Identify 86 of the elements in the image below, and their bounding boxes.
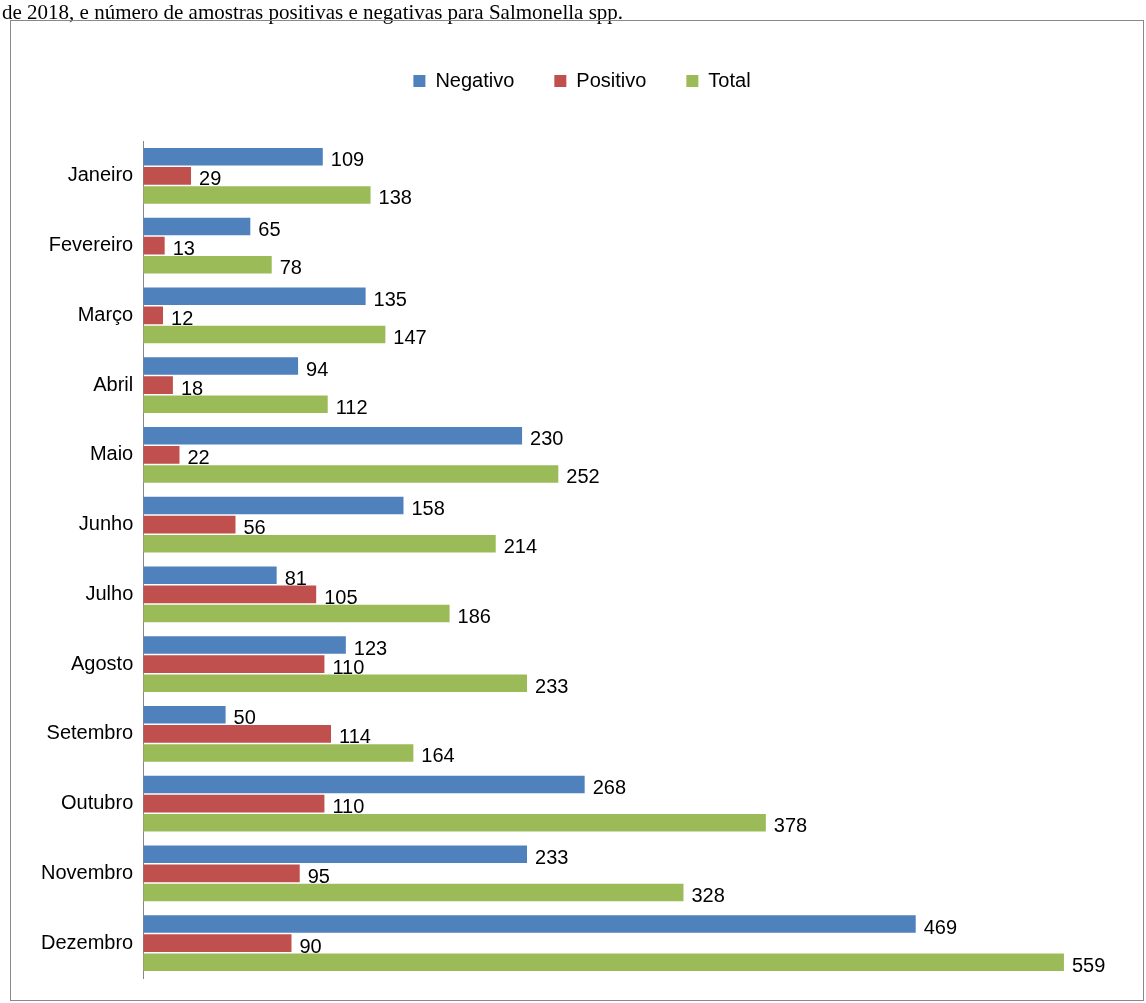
bar [143, 604, 450, 623]
bar [143, 287, 366, 306]
legend-label: Positivo [576, 68, 647, 91]
data-label: 112 [335, 395, 368, 418]
data-label: 50 [233, 706, 256, 729]
bar [143, 775, 585, 794]
bar [143, 655, 325, 673]
data-label: 114 [339, 725, 371, 748]
data-label: 90 [299, 934, 322, 957]
y-tick-label: Setembro [46, 721, 134, 744]
data-label: 214 [503, 535, 538, 558]
bar [143, 744, 414, 762]
y-tick-label: Dezembro [40, 930, 134, 953]
data-label: 95 [307, 864, 330, 887]
bar [143, 357, 299, 375]
data-label: 378 [773, 814, 808, 837]
y-tick-label: Fevereiro [48, 233, 134, 256]
data-label: 186 [457, 604, 491, 627]
bar [143, 725, 332, 743]
bar [143, 148, 323, 166]
data-label: 12 [171, 306, 194, 329]
bar [143, 236, 165, 255]
bar [143, 376, 173, 394]
bar [143, 446, 180, 464]
bar [143, 813, 766, 832]
bar [143, 217, 251, 236]
data-label: 559 [1071, 953, 1106, 976]
bar [143, 427, 523, 445]
bar [143, 566, 277, 585]
bar [143, 953, 1064, 971]
data-label: 78 [279, 256, 302, 279]
data-label: 94 [306, 357, 329, 380]
data-label: 252 [566, 465, 600, 488]
data-label: 56 [243, 516, 266, 539]
bar [143, 306, 164, 325]
data-label: 65 [258, 218, 281, 241]
bar [143, 496, 404, 515]
data-label: 18 [180, 376, 204, 399]
data-label: 147 [393, 325, 427, 348]
data-label: 138 [378, 186, 412, 209]
legend-label: Negativo [435, 68, 515, 91]
y-tick-label: Março [77, 302, 134, 325]
bar [143, 186, 371, 204]
data-label: 164 [421, 744, 455, 767]
data-label: 158 [411, 497, 445, 520]
bar [143, 845, 528, 864]
text: de 2018, e número de amostras positivas e negativas para Salmonella spp. [1, 0, 625, 24]
bar [143, 167, 192, 185]
bar [143, 794, 325, 813]
data-label: 135 [373, 287, 407, 310]
y-tick-label: Outubro [60, 791, 134, 814]
legend-label: Total [708, 68, 751, 91]
bar [143, 395, 328, 413]
data-label: 469 [923, 915, 958, 938]
data-label: 109 [330, 148, 365, 171]
y-tick-label: Novembro [40, 860, 134, 883]
bar [143, 534, 496, 553]
bar [143, 465, 559, 483]
y-tick-label: Janeiro [67, 163, 134, 186]
data-label: 233 [535, 674, 569, 697]
y-tick-label: Junho [78, 512, 134, 535]
data-label: 105 [324, 585, 358, 608]
bar [143, 883, 684, 902]
bar [143, 255, 272, 274]
data-label: 22 [187, 446, 210, 469]
data-label: 230 [530, 427, 564, 450]
data-label: 268 [592, 776, 627, 799]
data-label: 328 [691, 883, 725, 906]
data-label: 233 [535, 845, 569, 868]
bar [143, 864, 300, 883]
data-label: 29 [199, 167, 222, 190]
bar [143, 636, 346, 654]
y-tick-label: Maio [89, 442, 134, 465]
bar [143, 515, 236, 534]
y-tick-label: Agosto [70, 651, 134, 674]
bar [143, 674, 528, 692]
data-label: 110 [332, 795, 365, 818]
data-label: 81 [284, 566, 307, 589]
data-label: 13 [172, 237, 195, 260]
bar [143, 585, 317, 604]
bar [143, 915, 916, 933]
y-tick-label: Abril [93, 372, 134, 395]
bar [143, 706, 226, 724]
bar [143, 934, 292, 952]
y-tick-label: Julho [85, 581, 134, 604]
bar [143, 325, 386, 344]
